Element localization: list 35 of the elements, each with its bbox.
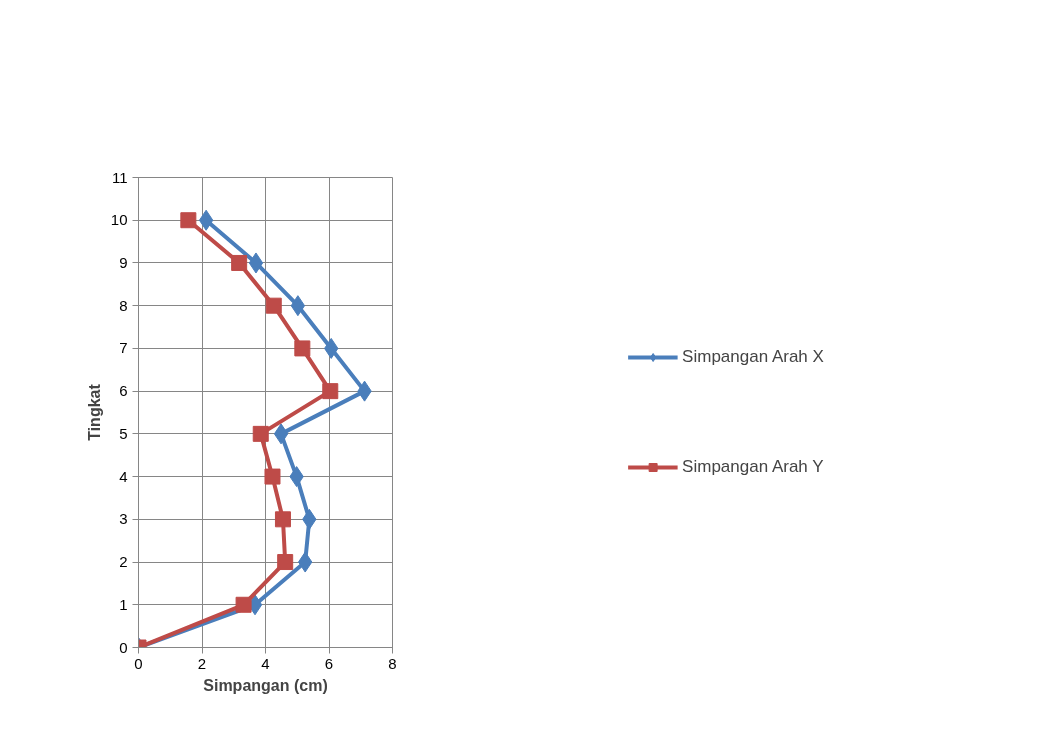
y-tick-label: 11 (111, 168, 128, 186)
point (231, 254, 248, 271)
y-tick-label: 10 (110, 211, 128, 229)
point (277, 554, 294, 571)
point (294, 340, 311, 357)
y-tick-label: 5 (119, 424, 128, 442)
y-tick-label: 2 (119, 553, 128, 571)
x-tick-label: 4 (261, 654, 270, 672)
y-tick-label: 1 (119, 595, 128, 613)
point (180, 212, 197, 229)
y-tick-label: 0 (119, 638, 128, 656)
y-tick-label: 8 (119, 296, 128, 314)
legend-label: Simpangan Arah Y (682, 457, 824, 477)
y-tick-label: 6 (119, 382, 128, 400)
y-tick-label: 7 (119, 339, 128, 357)
point (252, 425, 269, 442)
point (290, 295, 306, 317)
point (273, 423, 289, 445)
x-tick-label: 8 (388, 654, 397, 672)
x-tick-label: 6 (324, 654, 334, 672)
y-tick-label: 4 (119, 467, 128, 485)
x-axis-title: Simpangan (cm) (203, 676, 328, 694)
point (322, 383, 339, 400)
x-tick-label: 0 (134, 654, 143, 672)
point (198, 209, 214, 231)
legend-label: Simpangan Arah X (682, 347, 824, 367)
point (235, 596, 252, 613)
y-tick-label: 9 (119, 253, 128, 271)
point (264, 468, 281, 485)
point (248, 252, 264, 274)
y-axis-title: Tingkat (85, 383, 103, 441)
point (274, 511, 291, 528)
point (265, 297, 282, 314)
y-tick-label: 3 (119, 510, 128, 528)
x-tick-label: 2 (197, 654, 207, 672)
